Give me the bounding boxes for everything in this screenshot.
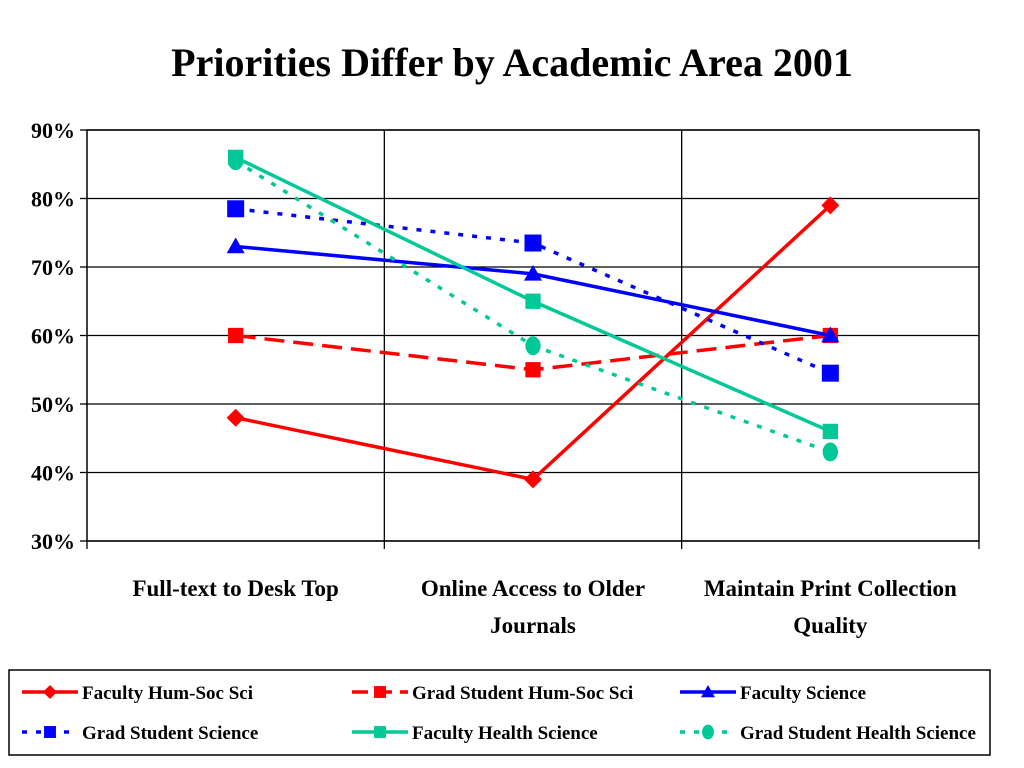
- legend-swatch-marker: [702, 724, 714, 740]
- y-tick-label: 80%: [31, 187, 75, 212]
- data-point: [228, 327, 244, 344]
- series-layer: [226, 149, 840, 489]
- series-line: [235, 207, 832, 375]
- x-tick-label: Maintain Print Collection Quality: [704, 576, 957, 638]
- series-faculty-science: [226, 237, 840, 343]
- legend-item: Faculty Health Science: [352, 723, 598, 744]
- data-point: [524, 234, 542, 252]
- legend-item: Grad Student Health Science: [680, 723, 976, 744]
- x-tick-label: Full-text to Desk Top: [132, 576, 338, 601]
- series-grad-student-hum-soc-sci: [228, 327, 838, 378]
- series-faculty-health-science: [228, 149, 838, 440]
- data-point: [524, 470, 542, 489]
- legend-label: Grad Student Hum-Soc Sci: [412, 683, 633, 704]
- legend-box: [8, 669, 991, 756]
- series-grad-student-science: [227, 200, 839, 382]
- y-tick-label: 70%: [31, 255, 75, 280]
- data-point: [525, 336, 541, 356]
- axis-layer: [80, 129, 980, 549]
- y-tick-label: 50%: [31, 392, 75, 417]
- legend: Faculty Hum-Soc Sci Grad Student Hum-Soc …: [8, 669, 991, 756]
- y-tick-label: 60%: [31, 324, 75, 349]
- data-point: [525, 293, 541, 309]
- legend-label: Faculty Science: [740, 683, 866, 704]
- data-point: [822, 423, 838, 440]
- legend-item: Grad Student Science: [22, 723, 258, 744]
- label-layer: 30% 40% 50% 60% 70% 80% 90% Full-text to Desk T…: [31, 118, 957, 638]
- legend-item: Faculty Science: [680, 683, 866, 704]
- chart-title: Priorities Differ by Academic Area 2001: [171, 40, 853, 85]
- legend-label: Grad Student Science: [82, 723, 258, 744]
- legend-swatch-marker: [701, 685, 715, 698]
- data-point: [821, 364, 839, 382]
- series-faculty-hum-soc-sci: [226, 196, 840, 489]
- x-tick-label: Online Access to Older Journals: [421, 576, 645, 638]
- data-point: [821, 326, 840, 343]
- series-grad-student-health-science: [228, 151, 838, 462]
- data-point: [226, 237, 245, 254]
- legend-label: Faculty Hum-Soc Sci: [82, 683, 253, 704]
- legend-label: Faculty Health Science: [412, 723, 598, 744]
- series-line: [235, 244, 831, 338]
- legend-swatch-marker: [374, 686, 386, 698]
- data-point: [226, 408, 245, 427]
- data-point: [228, 151, 244, 171]
- legend-swatch-marker: [43, 685, 57, 699]
- y-tick-label: 30%: [31, 529, 75, 554]
- data-point: [821, 196, 840, 215]
- data-point: [822, 442, 838, 462]
- plot-area-border: [86, 129, 980, 542]
- legend-label: Grad Student Health Science: [740, 723, 976, 744]
- data-point: [525, 362, 541, 378]
- y-tick-label: 90%: [31, 118, 75, 143]
- y-tick-label: 40%: [31, 461, 75, 486]
- legend-item: Grad Student Hum-Soc Sci: [352, 683, 633, 704]
- legend-swatch-marker: [374, 726, 386, 738]
- legend-swatch-marker: [44, 726, 56, 738]
- data-point: [524, 264, 542, 281]
- legend-item: Faculty Hum-Soc Sci: [22, 683, 253, 704]
- data-point: [227, 200, 245, 218]
